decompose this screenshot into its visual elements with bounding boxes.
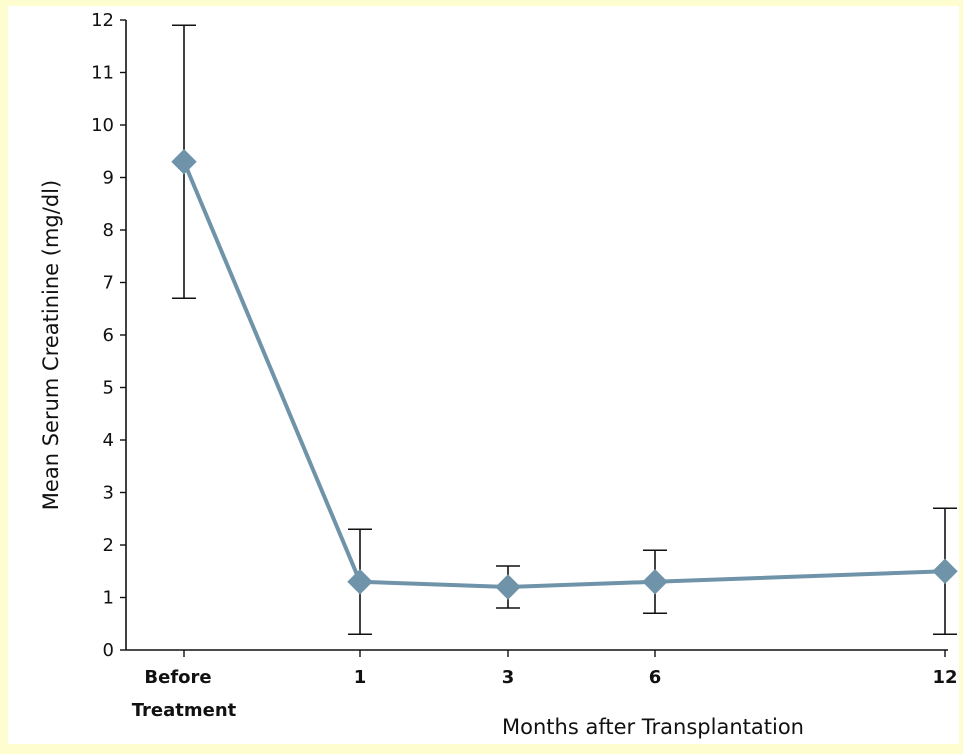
y-tick-label: 12: [91, 10, 114, 31]
y-tick-label: 1: [103, 588, 114, 609]
y-axis-title: Mean Serum Creatinine (mg/dl): [39, 180, 63, 510]
y-tick-label: 3: [103, 483, 114, 504]
data-point: [347, 569, 373, 595]
y-tick-label: 6: [103, 325, 114, 346]
x-tick-label: 3: [502, 667, 515, 688]
data-point: [932, 558, 958, 584]
x-tick-label: 6: [649, 667, 662, 688]
x-axis-title: Months after Transplantation: [502, 715, 804, 739]
x-tick-label: Treatment: [132, 700, 237, 721]
x-tick-label: Before: [144, 667, 211, 688]
y-tick-label: 8: [103, 220, 114, 241]
data-point: [642, 569, 668, 595]
axes: [125, 20, 948, 651]
series-line: [182, 160, 946, 590]
y-tick-label: 7: [103, 273, 114, 294]
x-tick-label: 12: [932, 667, 957, 688]
x-tick-labels: Before Treatment 1 3 6 12: [132, 650, 958, 721]
series-layer: [171, 149, 958, 600]
data-point: [171, 149, 197, 175]
y-tick-label: 0: [103, 640, 114, 661]
y-tick-label: 9: [103, 168, 114, 189]
y-tick-label: 11: [91, 63, 114, 84]
chart-frame: 0 1 2 3 4 5 6 7 8 9 10 11 12 Before Treatment 1 3 6 12 Me…: [8, 6, 959, 744]
y-tick-label: 2: [103, 535, 114, 556]
y-tick-label: 10: [91, 115, 114, 136]
data-point: [495, 574, 521, 600]
y-tick-label: 5: [103, 378, 114, 399]
y-tick-label: 4: [103, 430, 114, 451]
error-bars: [172, 24, 957, 636]
x-tick-label: 1: [354, 667, 367, 688]
